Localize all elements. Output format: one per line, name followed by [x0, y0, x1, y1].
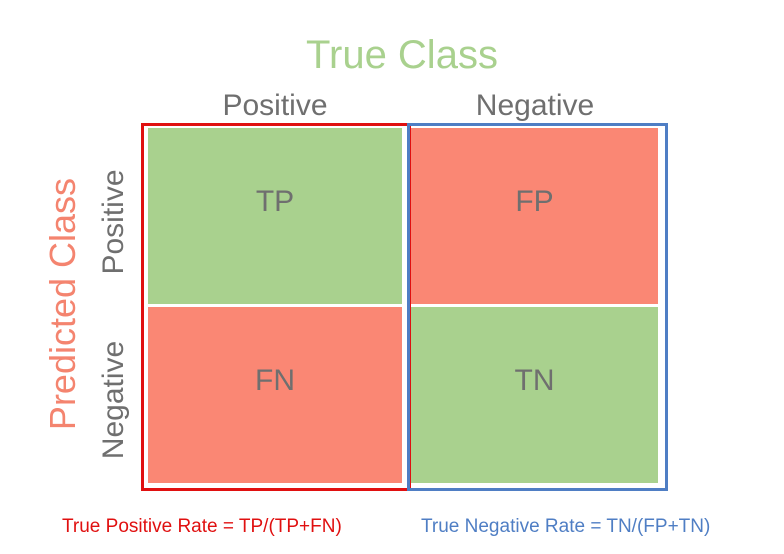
- row-label-negative: Negative: [97, 340, 130, 460]
- cell-true-positive: TP: [148, 128, 402, 304]
- negative-column-frame: [407, 123, 668, 491]
- true-positive-rate-formula: True Positive Rate = TP/(TP+FN): [62, 516, 342, 537]
- true-negative-rate-formula: True Negative Rate = TN/(FP+TN): [421, 516, 711, 537]
- row-label-positive: Positive: [97, 169, 130, 275]
- cell-false-positive: FP: [411, 128, 658, 304]
- column-label-positive: Positive: [222, 89, 328, 122]
- positive-column-frame: [141, 123, 411, 491]
- true-class-title: True Class: [306, 33, 498, 77]
- column-label-negative: Negative: [475, 89, 595, 122]
- cell-false-negative: FN: [148, 307, 402, 483]
- cell-true-negative: TN: [411, 307, 658, 483]
- predicted-class-title: Predicted Class: [42, 177, 83, 431]
